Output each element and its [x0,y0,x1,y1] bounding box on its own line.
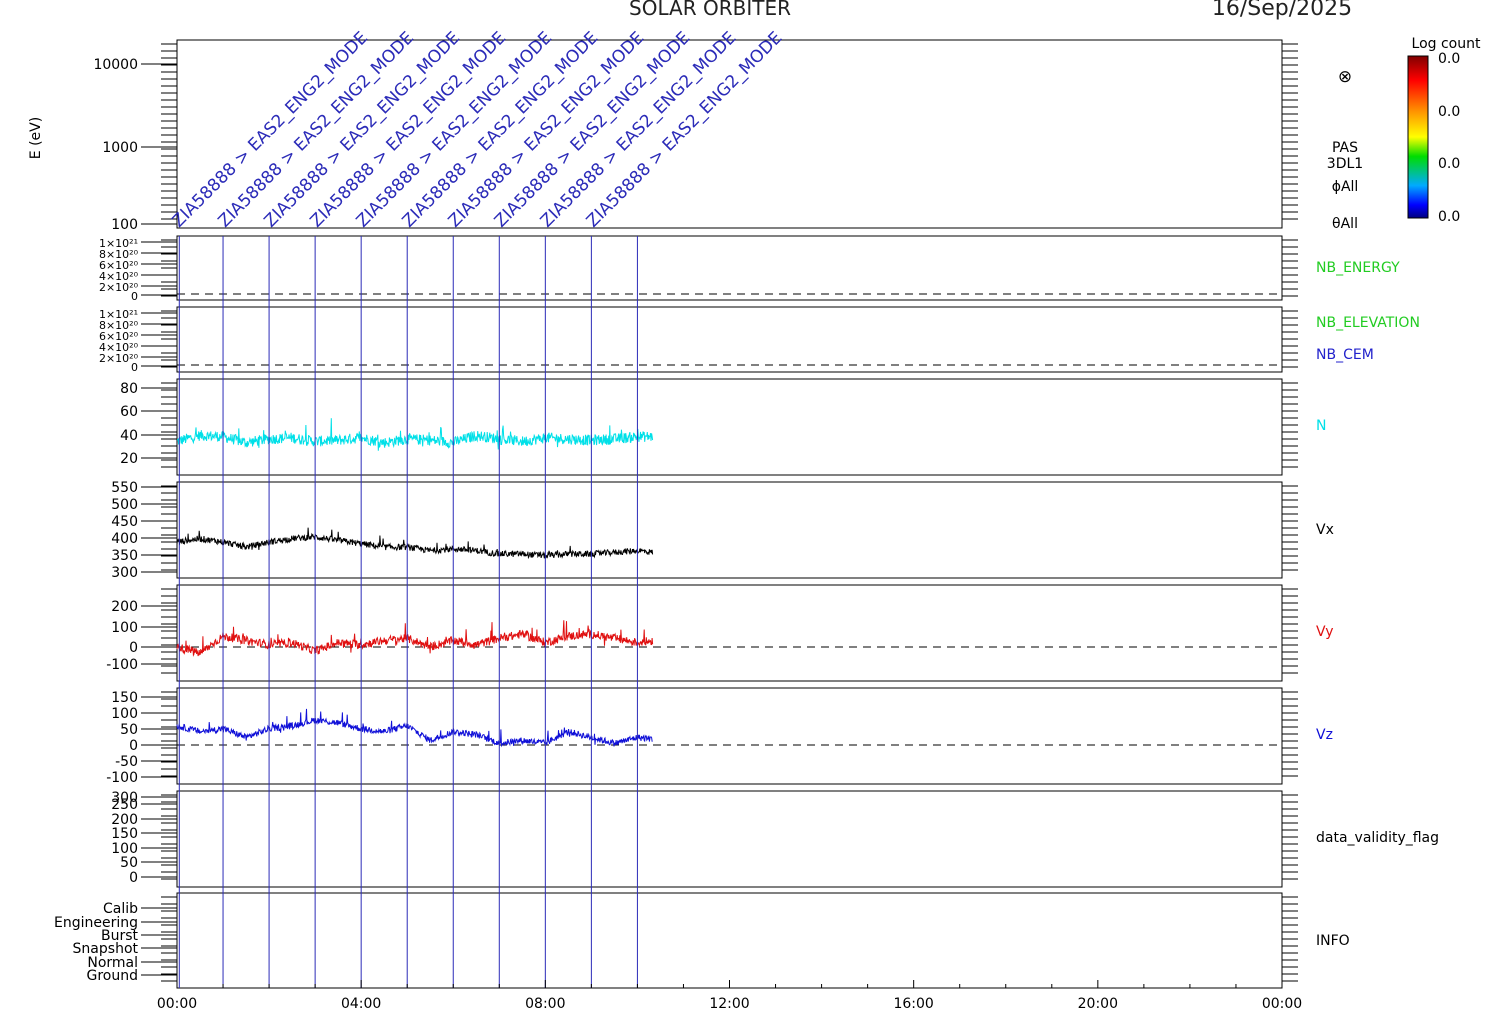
ytick-label-vz: 50 [120,722,138,738]
ytick-label-vx: 500 [111,497,138,513]
xtick-label: 00:00 [157,996,197,1012]
xtick-label: 16:00 [893,996,933,1012]
ytick-label-n: 80 [120,381,138,397]
ytick-label-info: Ground [87,968,139,984]
panel-frame-spectrogram [176,39,1283,229]
vz-label: Vz [1316,727,1333,743]
panel-frames [161,39,1298,989]
ytick-label-vx: 400 [111,531,138,547]
ytick-label-n: 20 [120,451,138,467]
ytick-label-validity: 100 [111,841,138,857]
ytick-label-nb_energy: 6×10²⁰ [99,259,139,272]
ytick-label-vy: 100 [111,620,138,636]
ytick-label-info: Burst [101,928,139,944]
x-axis: 00:00 04:00 08:00 12:00 16:00 20:00 00:00 [157,980,1302,1012]
series-line-vz [176,708,653,748]
colorbar [1407,55,1429,219]
ytick-label-vy: -100 [106,657,138,673]
ytick-label-vx: 350 [111,548,138,564]
ytick-label-nb_elevation: 2×10²⁰ [99,352,139,365]
vy-label: Vy [1316,624,1334,640]
vx-label: Vx [1316,522,1334,538]
series-line-vy [176,620,654,657]
spectrogram-label-3dl1: 3DL1 [1327,156,1363,172]
ytick-label-vz: 0 [129,738,138,754]
ytick-label-vz: -50 [115,754,138,770]
xtick-label: 20:00 [1078,996,1118,1012]
ytick-label-vx: 550 [111,480,138,496]
panel-frame-nb_elevation [176,306,1283,373]
ytick-label-nb_elevation: 8×10²⁰ [99,319,139,332]
ytick-label-nb_elevation: 4×10²⁰ [99,341,139,354]
spectrogram-label-pas: PAS [1332,140,1358,156]
panel-frame-vx [176,481,1283,579]
info-label: INFO [1316,933,1350,949]
ytick-label-info: Snapshot [73,941,139,957]
xtick-label: 00:00 [1262,996,1302,1012]
ytick-label-nb_energy: 8×10²⁰ [99,248,139,261]
panel-frame-info [176,892,1283,989]
ytick-label-nb_elevation: 1×10²¹ [99,308,138,321]
ytick-label-vy: 200 [111,599,138,615]
ytick-label-validity: 200 [111,812,138,828]
ytick-label-validity: 150 [111,826,138,842]
colorbar-tick: 0.0 [1438,51,1460,67]
panel-frame-nb_energy [176,235,1283,301]
nb-cem-label: NB_CEM [1316,347,1374,363]
panel-frame-validity [176,790,1283,888]
y-ticks: 10010001000002×10²⁰4×10²⁰6×10²⁰8×10²⁰1×1… [54,57,177,984]
xtick-label: 04:00 [341,996,381,1012]
data-series [176,418,654,748]
ytick-label-validity: 250 [111,797,138,813]
nb-energy-label: NB_ENERGY [1316,260,1400,276]
ytick-label-validity: 300 [111,790,138,806]
ytick-label-nb_energy: 1×10²¹ [99,237,138,250]
colorbar-ticks: 0.0 0.0 0.0 0.0 [1438,51,1460,225]
panel-frame-n [176,378,1283,476]
ytick-label-validity: 50 [120,855,138,871]
ytick-label-spectrogram: 10000 [93,57,138,73]
ytick-label-vz: -100 [106,770,138,786]
ytick-label-vz: 150 [111,690,138,706]
ytick-label-info: Calib [103,901,138,917]
colorbar-title: Log count [1412,36,1481,52]
ytick-label-info: Engineering [54,915,138,931]
colorbar-tick: 0.0 [1438,209,1460,225]
ytick-label-nb_elevation: 0 [131,361,138,374]
xtick-label: 08:00 [525,996,565,1012]
colorbar-tick: 0.0 [1438,156,1460,172]
spectrogram-ylabel: E (eV) [28,117,44,159]
xtick-label: 12:00 [709,996,749,1012]
ytick-label-n: 40 [120,428,138,444]
n-label: N [1316,418,1326,434]
panel-frame-vy [176,584,1283,682]
ytick-label-n: 60 [120,404,138,420]
ytick-label-nb_energy: 4×10²⁰ [99,270,139,283]
series-line-vx [176,527,654,560]
ytick-label-vz: 100 [111,706,138,722]
spectrogram-symbol: ⊗ [1338,67,1352,87]
ytick-label-nb_energy: 2×10²⁰ [99,281,139,294]
ytick-label-spectrogram: 100 [111,217,138,233]
chart-date: 16/Sep/2025 [1212,0,1352,21]
ytick-label-vx: 450 [111,514,138,530]
ytick-label-info: Normal [87,955,138,971]
panel-frame-vz [176,687,1283,785]
chart-title: SOLAR ORBITER [629,0,791,20]
ytick-label-vx: 300 [111,565,138,581]
series-line-n [176,418,654,451]
validity-label: data_validity_flag [1316,830,1439,846]
spectrogram-label-theta: θAll [1332,216,1358,232]
ytick-label-nb_elevation: 6×10²⁰ [99,330,139,343]
nb-elevation-label: NB_ELEVATION [1316,315,1420,331]
spectrogram-label-phi: ϕAll [1332,179,1359,195]
ytick-label-validity: 0 [129,870,138,886]
colorbar-tick: 0.0 [1438,104,1460,120]
ytick-label-vy: 0 [129,640,138,656]
ytick-label-nb_energy: 0 [131,290,138,303]
ytick-label-spectrogram: 1000 [102,140,138,156]
